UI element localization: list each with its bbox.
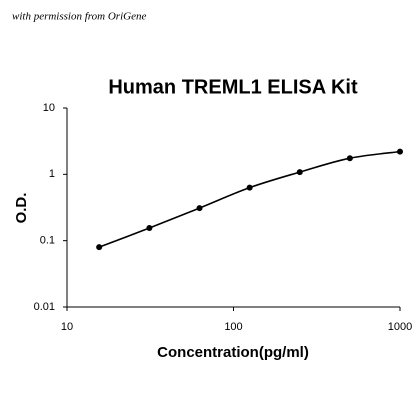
x-axis-label: Concentration(pg/ml) [157,344,309,361]
point [346,155,353,162]
y-tick-label: 1 [49,168,55,180]
y-tick-label: 10 [43,102,55,114]
point [296,169,303,176]
x-tick-label: 100 [224,321,242,333]
point [196,205,203,212]
y-tick-label: 0.01 [34,301,55,313]
point [96,244,103,251]
y-tick-label: 0.1 [40,235,55,247]
chart-title: Human TREML1 ELISA Kit [108,76,358,98]
point [146,225,153,232]
point [397,148,403,155]
y-axis-label: O.D. [13,193,30,224]
watermark: with permission from OriGene [12,11,146,23]
x-tick-label: 1000 [388,321,412,333]
x-tick-label: 10 [61,321,73,333]
point [246,184,253,191]
curve [98,150,401,248]
